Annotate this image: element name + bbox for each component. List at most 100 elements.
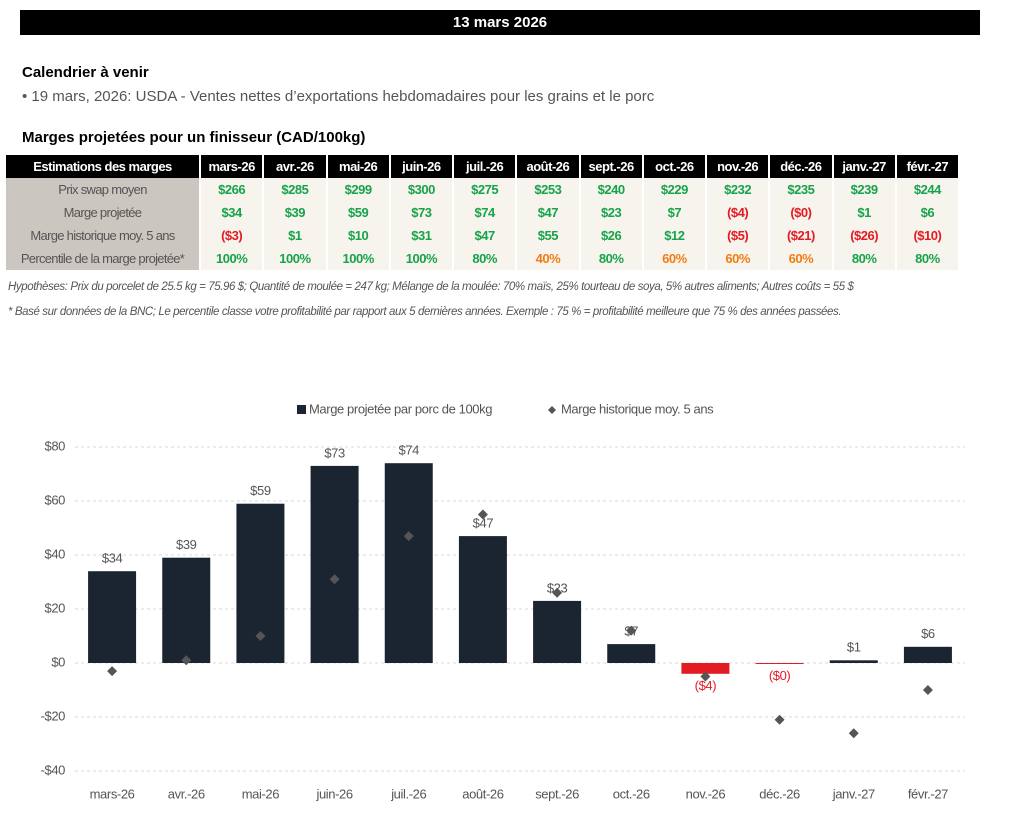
table-cell: $1 (832, 201, 897, 224)
table-cell: $47 (516, 201, 581, 224)
table-cell: $26 (579, 224, 644, 247)
bar (607, 644, 656, 663)
column-header: août-26 (516, 155, 581, 178)
bar (903, 646, 952, 663)
table-cell: $229 (642, 178, 708, 201)
bar (88, 571, 137, 663)
table-cell: $299 (326, 178, 391, 201)
x-tick-label: mars-26 (90, 786, 135, 801)
table-cell: 80% (895, 247, 961, 270)
row-label: Percentile de la marge projetée* (6, 247, 201, 270)
data-label: $23 (547, 580, 568, 595)
table-cell: 60% (642, 247, 708, 270)
table-header: Estimations des marges mars-26 avr.-26 mai-… (6, 155, 961, 178)
table-cell: $7 (642, 201, 708, 224)
marker (552, 587, 563, 598)
header-title: 13 mars 2026 (20, 10, 980, 35)
marker (848, 728, 859, 739)
table-cell: $55 (516, 224, 581, 247)
x-tick-label: juin-26 (315, 786, 352, 801)
table-cell: ($4) (706, 201, 771, 224)
bar (533, 600, 582, 663)
marker (774, 714, 785, 725)
table-cell: 60% (769, 247, 834, 270)
y-tick-label: $40 (45, 546, 66, 561)
marker (922, 685, 933, 695)
table-cell: $285 (263, 178, 328, 201)
column-header: avr.-26 (263, 155, 328, 178)
y-tick-label: -$40 (41, 762, 66, 777)
bar (310, 465, 359, 663)
table-cell: $73 (389, 201, 455, 224)
table-cell: $232 (706, 178, 771, 201)
table-cell: 80% (579, 247, 644, 270)
table-cell: $6 (895, 201, 961, 224)
column-header: Estimations des marges (6, 155, 201, 178)
x-tick-label: nov.-26 (686, 786, 726, 801)
table-row: Marge projetée $34 $39 $59 $73 $74 $47 $23 $7 ($4… (6, 201, 961, 224)
column-header: juin-26 (389, 155, 455, 178)
table-cell: 100% (263, 247, 328, 270)
x-tick-label: sept.-26 (535, 786, 579, 801)
table-body: Prix swap moyen $266 $285 $299 $300 $275 $253 $… (6, 178, 961, 270)
data-label: $1 (847, 640, 861, 655)
marker (107, 666, 118, 677)
legend-swatch (297, 405, 306, 414)
table-cell: $47 (453, 224, 518, 247)
bar (458, 536, 507, 663)
table-cell: $235 (769, 178, 834, 201)
data-label: $39 (176, 537, 197, 552)
table-cell: 80% (832, 247, 897, 270)
table-cell: $59 (326, 201, 391, 224)
table-cell: ($5) (706, 224, 771, 247)
marker (329, 574, 340, 585)
bar (681, 663, 730, 674)
column-header: janv.-27 (832, 155, 897, 178)
table-cell: 40% (516, 247, 581, 270)
x-tick-label: avr.-26 (168, 786, 205, 801)
column-header: oct.-26 (642, 155, 708, 178)
table-cell: $39 (263, 201, 328, 224)
table-row: Marge historique moy. 5 ans ($3) $1 $10 $31 $… (6, 224, 961, 247)
x-tick-label: juil.-26 (390, 786, 426, 801)
row-label: Marge projetée (6, 201, 201, 224)
chart: -$40 -$20 $0 $20 $40 $60 $80 Marge projetée par… (41, 401, 965, 801)
y-tick-label: $60 (45, 492, 66, 507)
table-row: Percentile de la marge projetée* 100% 100%… (6, 247, 961, 270)
calendar-title: Calendrier à venir (22, 64, 149, 81)
marker (181, 655, 192, 666)
table-cell: 100% (389, 247, 455, 270)
note: Hypothèses: Prix du porcelet de 25.5 kg … (8, 281, 854, 293)
table-cell: ($21) (769, 224, 834, 247)
data-label: $6 (921, 626, 935, 641)
bar (162, 557, 211, 663)
table-cell: $300 (389, 178, 455, 201)
legend-label: Marge projetée par porc de 100kg (309, 401, 492, 416)
x-tick-label: janv.-27 (832, 786, 875, 801)
column-header: mai-26 (326, 155, 391, 178)
column-header: févr.-27 (895, 155, 961, 178)
column-header: nov.-26 (706, 155, 771, 178)
x-tick-label: févr.-27 (908, 786, 948, 801)
legend-swatch (548, 406, 556, 414)
table-cell: ($3) (200, 224, 265, 247)
data-label: ($0) (769, 668, 791, 683)
table-cell: $12 (642, 224, 708, 247)
table-cell: 100% (326, 247, 391, 270)
x-tick-label: août-26 (462, 786, 503, 801)
y-tick-label: $80 (45, 438, 66, 453)
table-cell: $240 (579, 178, 644, 201)
legend-label: Marge historique moy. 5 ans (561, 401, 714, 416)
table-cell: $23 (579, 201, 644, 224)
bar (829, 660, 878, 663)
data-label: $74 (399, 443, 420, 458)
table-cell: $239 (832, 178, 897, 201)
row-label: Marge historique moy. 5 ans (6, 224, 201, 247)
marker (255, 631, 266, 641)
y-tick-label: -$20 (41, 708, 66, 723)
y-tick-label: $20 (45, 600, 66, 615)
x-tick-label: mai-26 (242, 786, 280, 801)
table-cell: $275 (453, 178, 518, 201)
margin-table: Estimations des marges mars-26 avr.-26 mai-… (6, 155, 961, 270)
